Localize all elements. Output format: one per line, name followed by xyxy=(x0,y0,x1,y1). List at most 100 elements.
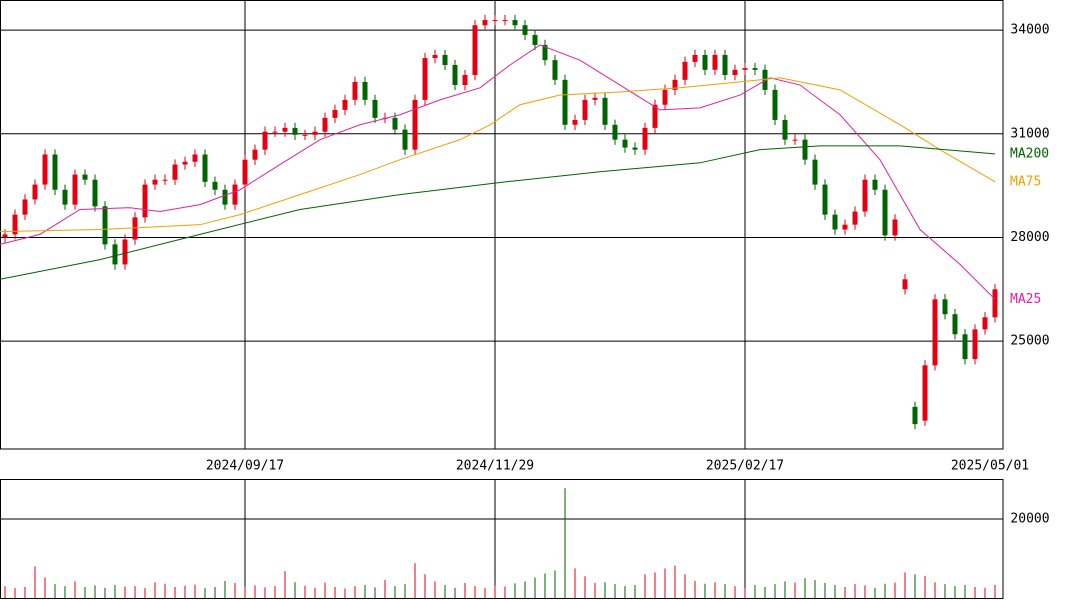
x-tick-label: 2025/02/17 xyxy=(706,459,784,474)
candle-body xyxy=(692,54,698,62)
candle-body xyxy=(412,99,418,150)
moving-average xyxy=(0,77,996,233)
candle-body xyxy=(922,365,928,421)
candle-body xyxy=(902,279,908,290)
candle-body xyxy=(132,217,138,240)
candle-body xyxy=(612,124,618,140)
candle-body xyxy=(762,69,768,90)
candle-body xyxy=(452,64,458,86)
candle-body xyxy=(802,139,808,160)
candle-body xyxy=(702,54,708,70)
candle-body xyxy=(712,54,718,70)
y-tick-label: 28000 xyxy=(1010,230,1049,245)
candle-body xyxy=(842,224,848,230)
candle-body xyxy=(672,79,678,90)
y-tick-label: 25000 xyxy=(1010,334,1049,349)
candle-body xyxy=(572,119,578,125)
candle-body xyxy=(432,54,438,59)
candle-body xyxy=(282,127,288,132)
candle-body xyxy=(252,149,258,160)
volume-tick-label: 20000 xyxy=(1010,511,1049,526)
candle-body xyxy=(302,134,308,136)
legend-label: MA75 xyxy=(1010,174,1041,189)
candle-body xyxy=(312,131,318,135)
candle-body xyxy=(982,317,988,330)
candle-body xyxy=(462,75,468,86)
candle-body xyxy=(822,184,828,215)
candle-body xyxy=(332,109,338,118)
volume-panel xyxy=(0,479,1004,599)
candle-body xyxy=(32,184,38,200)
y-tick-label: 34000 xyxy=(1010,23,1049,38)
candle-body xyxy=(42,154,48,185)
candle-body xyxy=(362,81,368,100)
candle-body xyxy=(492,20,498,22)
candle-body xyxy=(472,25,478,76)
grid xyxy=(0,0,1004,598)
candle-body xyxy=(852,211,858,225)
candle-body xyxy=(392,117,398,130)
candle-body xyxy=(52,154,58,190)
candle-body xyxy=(112,244,118,265)
legend-label: MA25 xyxy=(1010,292,1041,307)
candle-body xyxy=(2,234,8,238)
candle-body xyxy=(682,61,688,80)
x-tick-label: 2025/05/01 xyxy=(951,459,1029,474)
candle-body xyxy=(322,117,328,132)
candle-body xyxy=(622,139,628,148)
candle-body xyxy=(562,79,568,125)
candle-body xyxy=(122,239,128,265)
candle-body xyxy=(872,179,878,190)
candle-body xyxy=(632,147,638,150)
candle-body xyxy=(862,179,868,212)
candle-body xyxy=(772,89,778,120)
candle-body xyxy=(162,179,168,181)
candle-body xyxy=(522,25,528,35)
candle-body xyxy=(352,81,358,100)
candle-body xyxy=(72,174,78,205)
candle-body xyxy=(182,161,188,165)
candle-body xyxy=(662,89,668,105)
candle-body xyxy=(232,184,238,205)
x-tick-label: 2024/09/17 xyxy=(206,459,284,474)
candle-body xyxy=(792,139,798,141)
candle-body xyxy=(272,131,278,133)
y-tick-label: 31000 xyxy=(1010,126,1049,141)
candle-body xyxy=(292,127,298,135)
candle-body xyxy=(812,159,818,185)
candle-body xyxy=(742,68,748,70)
candle-body xyxy=(962,334,968,360)
candle-body xyxy=(102,206,108,245)
candle-body xyxy=(592,97,598,100)
candle-body xyxy=(212,181,218,190)
candle-body xyxy=(892,219,898,236)
price-panel xyxy=(0,0,1004,450)
candle-body xyxy=(402,129,408,150)
candle-body xyxy=(752,68,758,70)
x-tick-label: 2024/11/29 xyxy=(456,459,534,474)
candle-body xyxy=(582,99,588,120)
candle-body xyxy=(202,154,208,182)
candle-body xyxy=(12,214,18,235)
candle-body xyxy=(222,189,228,205)
legend-label: MA200 xyxy=(1010,146,1049,161)
candle-body xyxy=(142,184,148,218)
candle-body xyxy=(482,20,488,26)
candle-body xyxy=(422,58,428,100)
candle-body xyxy=(192,154,198,162)
candle-body xyxy=(512,20,518,26)
candle-body xyxy=(722,54,728,76)
candle-body xyxy=(832,214,838,230)
candle-body xyxy=(552,60,558,80)
candle-body xyxy=(22,199,28,215)
candle-body xyxy=(972,329,978,360)
candle-body xyxy=(62,189,68,205)
candle-body xyxy=(882,189,888,236)
candle-body xyxy=(152,179,158,185)
candle-body xyxy=(912,406,918,425)
candle-body xyxy=(372,99,378,118)
candle-body xyxy=(732,69,738,76)
candle-body xyxy=(952,314,958,335)
candle-body xyxy=(172,164,178,180)
candle-body xyxy=(442,54,448,65)
